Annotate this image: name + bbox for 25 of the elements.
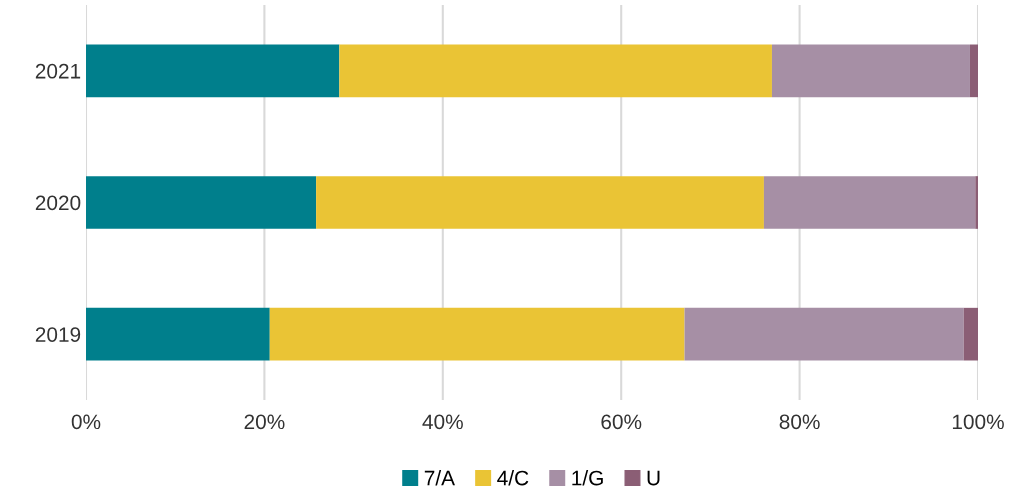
bar <box>86 44 340 98</box>
bar <box>86 176 317 229</box>
x-tick-label: 20% <box>244 414 285 430</box>
legend-label: 1/G <box>572 470 603 486</box>
legend-label: 7/A <box>424 470 455 486</box>
bar <box>684 307 964 361</box>
bar <box>86 307 270 361</box>
y-tick-label: 2020 <box>35 195 81 211</box>
bar <box>969 44 978 98</box>
bar <box>339 44 772 98</box>
x-tick-label: 60% <box>601 414 642 430</box>
x-tick-label: 0% <box>71 414 101 430</box>
x-tick-label: 40% <box>422 414 463 430</box>
x-tick-label: 80% <box>779 414 820 430</box>
x-tick-label: 100% <box>952 414 1004 430</box>
bar <box>763 176 976 229</box>
bar <box>771 44 970 98</box>
bar <box>963 307 978 361</box>
legend-label: 4/C <box>497 470 529 486</box>
y-tick-label: 2021 <box>35 63 81 79</box>
bar <box>316 176 764 229</box>
bar <box>269 307 685 361</box>
legend-label: U <box>647 470 660 486</box>
bar <box>975 176 978 229</box>
y-tick-label: 2019 <box>35 327 81 342</box>
